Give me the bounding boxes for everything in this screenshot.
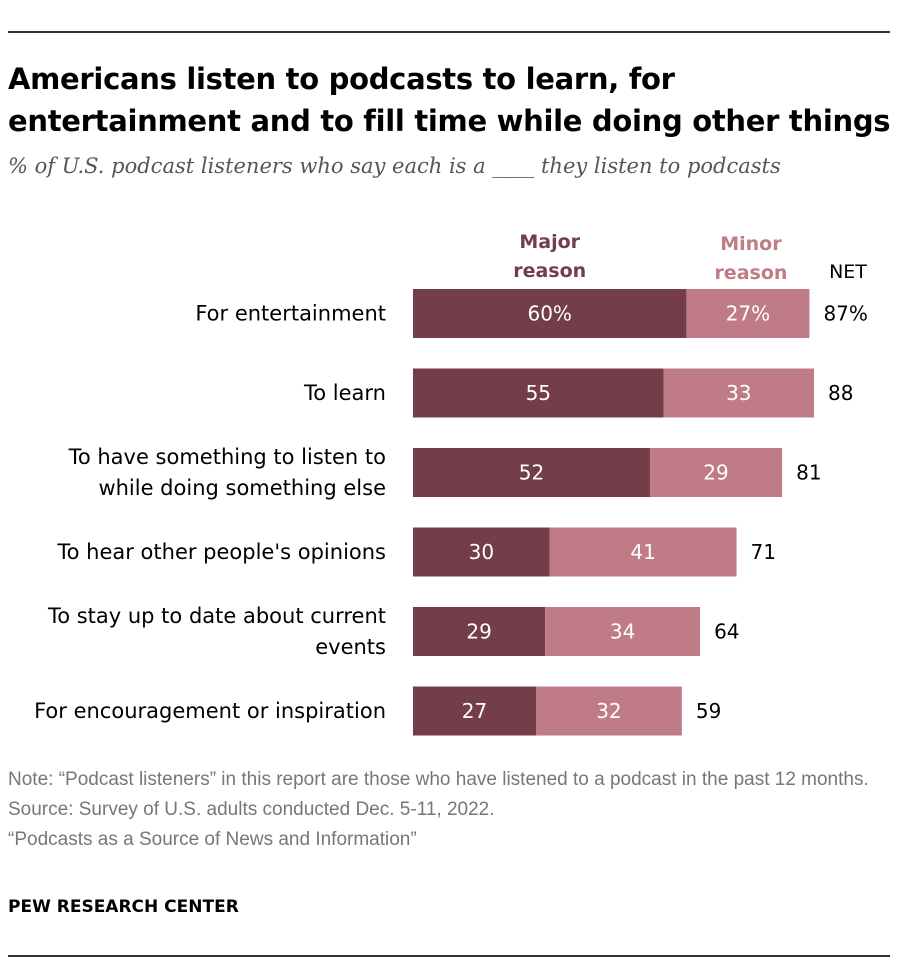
bar-minor-reason [663, 368, 814, 418]
net-label: 59 [696, 699, 721, 723]
bottom-rule [8, 955, 890, 957]
data-label-minor: 32 [596, 699, 621, 723]
data-label-minor: 41 [630, 540, 655, 564]
category-label: To hear other people's opinions [56, 540, 386, 564]
bar-minor-reason [686, 289, 810, 338]
top-rule [8, 31, 890, 33]
net-label: 71 [751, 540, 776, 564]
data-label-minor: 27% [726, 302, 770, 326]
bar-major-reason [413, 289, 687, 338]
legend-minor-reason: reason [714, 262, 787, 284]
chart-notes: Note: “Podcast listeners” in this report… [8, 765, 893, 855]
category-label: while doing something else [98, 476, 386, 500]
chart-subtitle: % of U.S. podcast listeners who say each… [8, 154, 781, 178]
category-label: To have something to listen to [68, 445, 386, 469]
chart-title: Americans listen to podcasts to learn, f… [8, 62, 891, 138]
stacked-bar-chart: Major reason Minor reason NET For entertainme… [0, 210, 900, 750]
category-label: For encouragement or inspiration [34, 699, 386, 723]
bar-major-reason [413, 448, 650, 497]
data-label-major: 29 [466, 620, 491, 644]
bar-minor-reason [549, 527, 737, 577]
legend-major-reason: reason [513, 260, 586, 282]
data-label-minor: 29 [703, 461, 728, 485]
data-label-minor: 34 [610, 620, 635, 644]
category-label: events [315, 635, 386, 659]
data-label-major: 55 [526, 381, 551, 405]
note-text: Note: “Podcast listeners” in this report… [8, 769, 869, 790]
data-label-major: 27 [462, 699, 487, 723]
bar-minor-reason [649, 448, 783, 497]
legend-net: NET [829, 261, 867, 283]
bar-major-reason [413, 607, 546, 656]
net-label: 88 [828, 381, 853, 405]
legend-minor-reason: Minor [720, 233, 782, 255]
data-label-major: 30 [469, 540, 494, 564]
net-label: 64 [714, 620, 739, 644]
pew-logo-text: PEW RESEARCH CENTER [8, 897, 239, 917]
chart-svg: Major reason Minor reason NET For entertainme… [34, 231, 868, 736]
report-title: “Podcasts as a Source of News and Inform… [8, 829, 417, 850]
bar-minor-reason [545, 607, 701, 656]
net-label: 81 [796, 461, 821, 485]
category-label: To learn [303, 381, 386, 405]
bar-major-reason [413, 686, 537, 736]
source-text: Source: Survey of U.S. adults conducted … [8, 799, 495, 820]
data-label-major: 52 [519, 461, 544, 485]
bar-major-reason [413, 527, 550, 577]
data-label-major: 60% [527, 302, 571, 326]
bar-minor-reason [536, 686, 682, 736]
bar-major-reason [413, 368, 664, 418]
category-label: To stay up to date about current [47, 604, 386, 628]
legend-major-reason: Major [519, 231, 580, 253]
category-label: For entertainment [195, 302, 386, 326]
data-label-minor: 33 [726, 381, 751, 405]
net-label: 87% [823, 302, 867, 326]
